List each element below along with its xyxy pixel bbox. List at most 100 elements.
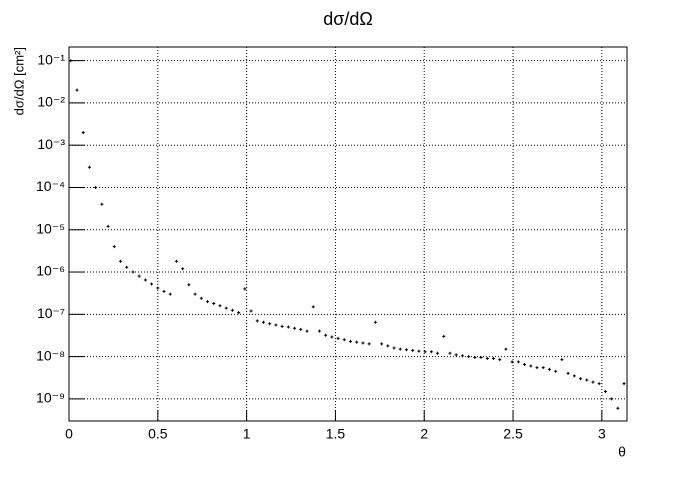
data-point (342, 338, 346, 342)
data-point (579, 377, 583, 381)
data-point (293, 326, 297, 330)
data-point (280, 324, 284, 328)
x-tick-label: 2.5 (503, 426, 523, 442)
data-point (479, 356, 483, 360)
data-point (274, 323, 278, 327)
y-tick-label: 10⁻⁸ (36, 347, 65, 363)
data-point (616, 406, 620, 410)
data-point (485, 357, 489, 361)
data-point (591, 380, 595, 384)
y-tick-label: 10⁻³ (37, 136, 65, 152)
data-point (261, 320, 265, 324)
y-tick-label: 10⁻¹ (37, 51, 65, 67)
data-point (349, 339, 353, 343)
data-point (547, 367, 551, 371)
data-point (560, 358, 564, 362)
data-point (150, 282, 154, 286)
data-point (622, 382, 626, 386)
data-point (69, 59, 73, 63)
y-tick-label: 10⁻⁷ (37, 305, 65, 321)
data-point (212, 302, 216, 306)
data-point (249, 309, 253, 313)
data-point (504, 347, 508, 351)
y-axis-label: dσ/dΩ [cm²] (11, 47, 26, 115)
data-point (317, 329, 321, 333)
x-axis-label: θ (618, 444, 626, 460)
data-point (87, 165, 91, 169)
data-point (131, 270, 135, 274)
data-point (417, 349, 421, 353)
data-point (392, 346, 396, 350)
data-point (541, 366, 545, 370)
data-point (473, 356, 477, 360)
data-point (100, 202, 104, 206)
y-tick-label: 10⁻⁵ (36, 220, 65, 236)
data-point (535, 366, 539, 370)
data-point (554, 369, 558, 373)
data-point (305, 329, 309, 333)
data-point (361, 341, 365, 345)
data-point (94, 185, 98, 189)
data-point (286, 325, 290, 329)
data-point (467, 355, 471, 359)
data-point (380, 342, 384, 346)
data-point (237, 311, 241, 315)
data-point (367, 342, 371, 346)
data-point (523, 363, 527, 367)
data-point (510, 360, 514, 364)
data-point (218, 304, 222, 308)
data-point (81, 130, 85, 134)
data-point (572, 374, 576, 378)
data-point (224, 306, 228, 310)
data-point (311, 305, 315, 309)
data-point (610, 397, 614, 401)
data-point (112, 245, 116, 249)
data-point (498, 358, 502, 362)
y-tick-label: 10⁻⁴ (36, 178, 65, 194)
x-tick-label: 3 (598, 426, 606, 442)
data-point (373, 320, 377, 324)
data-point (429, 350, 433, 354)
data-point (492, 357, 496, 361)
data-point (255, 319, 259, 323)
data-point (206, 300, 210, 304)
data-point (125, 265, 129, 269)
data-point (268, 322, 272, 326)
data-point (411, 348, 415, 352)
data-point (174, 259, 178, 263)
data-point (187, 283, 191, 287)
data-point (436, 351, 440, 355)
data-point (75, 88, 79, 92)
data-point (585, 378, 589, 382)
data-point (398, 347, 402, 351)
data-point (181, 267, 185, 271)
data-point (168, 292, 172, 296)
x-tick-label: 0 (65, 426, 73, 442)
x-tick-label: 0.5 (148, 426, 168, 442)
plot-frame (68, 46, 628, 422)
data-point (330, 335, 334, 339)
data-point (603, 389, 607, 393)
data-point (529, 364, 533, 368)
data-point (460, 354, 464, 358)
y-tick-label: 10⁻⁶ (36, 263, 65, 279)
data-point (143, 278, 147, 282)
data-point (442, 334, 446, 338)
data-point (597, 382, 601, 386)
y-tick-label: 10⁻⁹ (36, 390, 65, 406)
data-point (199, 296, 203, 300)
x-tick-label: 1 (243, 426, 251, 442)
data-point (454, 353, 458, 357)
data-point (423, 350, 427, 354)
data-point (324, 333, 328, 337)
chart-title: dσ/dΩ (323, 9, 373, 29)
data-point (516, 360, 520, 364)
data-point (336, 336, 340, 340)
data-point (156, 286, 160, 290)
data-point (162, 289, 166, 293)
data-point (106, 224, 110, 228)
data-point (355, 340, 359, 344)
x-tick-label: 1.5 (326, 426, 346, 442)
